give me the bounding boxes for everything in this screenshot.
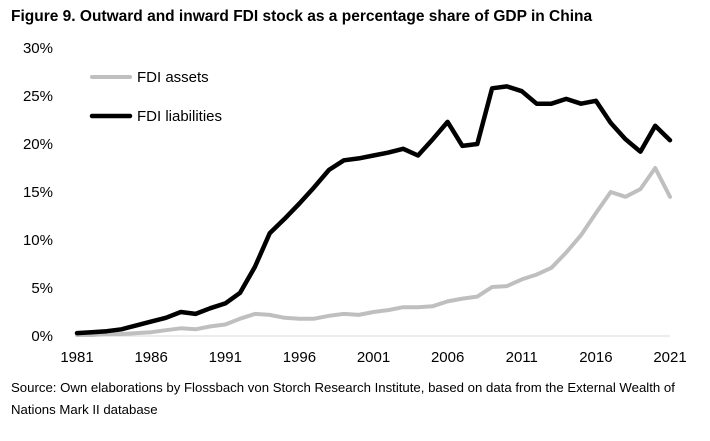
x-tick-label: 2006 xyxy=(431,349,464,366)
source-note: Source: Own elaborations by Flossbach vo… xyxy=(11,380,675,417)
x-tick-label: 2016 xyxy=(579,349,612,366)
series-line-fdi-assets xyxy=(75,166,672,337)
x-tick-label: 2001 xyxy=(357,349,390,366)
x-tick-label: 2011 xyxy=(506,349,538,366)
y-tick-label: 20% xyxy=(23,136,53,153)
series-lines xyxy=(74,84,673,337)
y-tick-label: 10% xyxy=(23,232,53,249)
legend-label: FDI liabilities xyxy=(137,108,222,125)
y-tick-label: 30% xyxy=(23,40,53,57)
y-axis: 0% 5% 10% 15% 20% 25% 30% xyxy=(23,40,53,345)
x-tick-label: 1986 xyxy=(134,349,167,366)
y-tick-label: 0% xyxy=(31,328,53,345)
figure-title: Figure 9. Outward and inward FDI stock a… xyxy=(11,8,593,25)
x-axis: 1981 1986 1991 1996 2001 2006 2011 2016 2021 xyxy=(60,335,687,366)
x-tick-label: 1981 xyxy=(60,349,93,366)
legend: FDI assets FDI liabilities xyxy=(89,69,222,125)
y-tick-label: 5% xyxy=(31,280,53,297)
x-tick-label: 1991 xyxy=(209,349,242,366)
y-tick-label: 25% xyxy=(23,88,53,105)
x-tick-label: 2021 xyxy=(653,349,686,366)
y-tick-label: 15% xyxy=(23,184,53,201)
legend-label: FDI assets xyxy=(137,69,209,86)
x-tick-label: 1996 xyxy=(283,349,316,366)
series-line-fdi-liabilities xyxy=(74,84,673,336)
